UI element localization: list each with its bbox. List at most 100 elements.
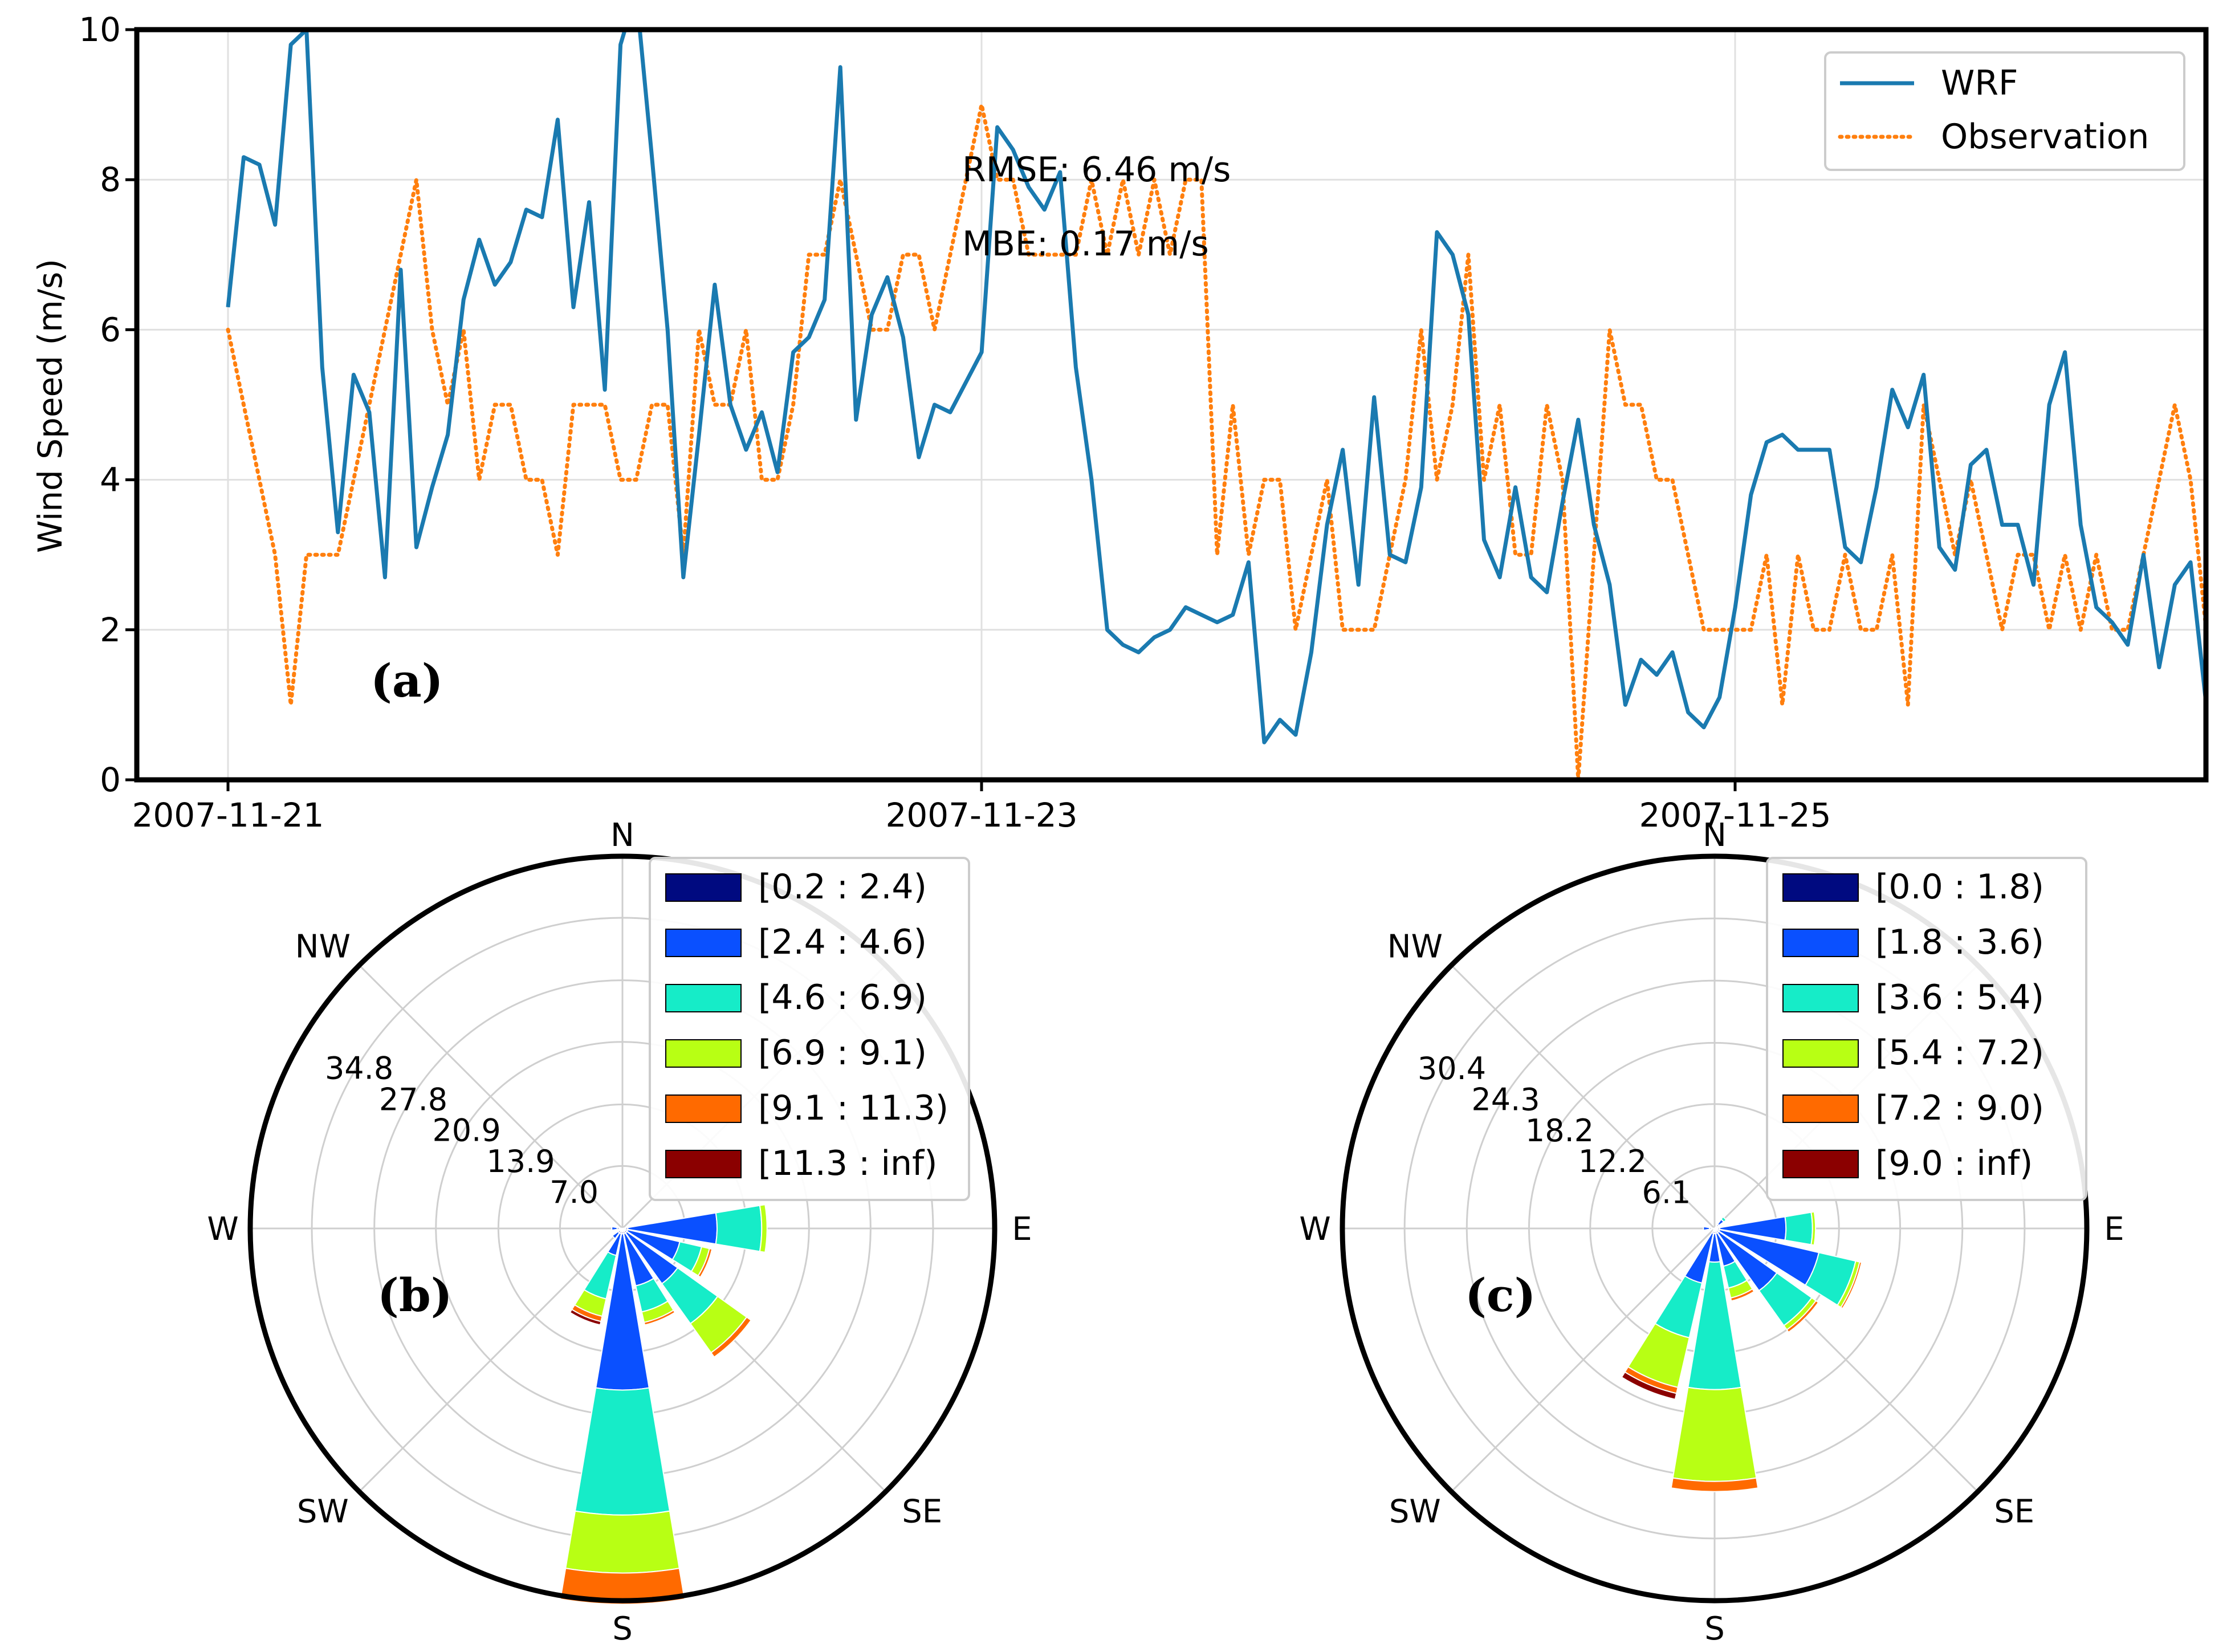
y-tick-label: 6	[100, 310, 121, 349]
legend-label: [1.8 : 3.6)	[1875, 922, 2044, 962]
windrose-bar-segment	[1670, 1477, 1759, 1492]
windrose-direction-nw: NW	[1387, 928, 1443, 965]
x-tick-label: 2007-11-23	[885, 796, 1077, 835]
y-tick-label: 0	[100, 760, 121, 799]
windrose-bar-segment	[569, 1308, 602, 1326]
line-chart-legend: WRF Observation	[1824, 51, 2185, 171]
windrose-bar-segment	[1729, 1288, 1755, 1302]
legend-label-observation: Observation	[1941, 117, 2149, 157]
windrose-direction-nw: NW	[295, 928, 351, 965]
legend-swatch	[1782, 1094, 1859, 1123]
windrose-ring-label: 24.3	[1471, 1082, 1540, 1118]
windrose-spoke	[1451, 965, 1716, 1230]
windrose-direction-n: N	[610, 817, 634, 854]
windrose-ring-label: 27.8	[379, 1081, 447, 1117]
windrose-bar-segment	[715, 1205, 763, 1252]
legend-swatch	[665, 1039, 742, 1068]
windrose-ring-label: 7.0	[549, 1174, 599, 1210]
windrose-b-ring-labels: 7.013.920.927.834.8	[325, 1051, 599, 1211]
windrose-spoke	[1451, 1227, 1716, 1492]
windrose-bar-segment	[643, 1309, 676, 1326]
series-line-wrf	[226, 30, 2206, 744]
windrose-direction-se: SE	[1994, 1494, 2034, 1531]
windrose-direction-e: E	[2104, 1211, 2124, 1248]
windrose-panel-c: 6.112.218.224.330.4 N NW W SW S SE E [0.0 : 1.…	[1299, 817, 2124, 1647]
windrose-spoke	[359, 1227, 624, 1492]
windrose-bar-segment	[1720, 1216, 1727, 1223]
windrose-bar-segment	[1840, 1261, 1863, 1309]
windrose-bar-segment	[1672, 1386, 1757, 1482]
legend-label: [4.6 : 6.9)	[758, 978, 927, 1018]
rmse-annotation: RMSE: 6.46 m/s	[962, 150, 1231, 190]
windrose-bar-segment	[1621, 1371, 1678, 1401]
windrose-bar-segment	[611, 1226, 618, 1231]
windrose-direction-w: W	[207, 1211, 238, 1248]
legend-swatch	[1782, 873, 1859, 902]
legend-swatch	[1782, 1039, 1859, 1068]
windrose-c-outline	[1340, 853, 2090, 1604]
line-chart-frame	[134, 27, 2209, 783]
windrose-ring-label: 34.8	[325, 1051, 393, 1087]
legend-swatch	[665, 984, 742, 1012]
mbe-annotation: MBE: 0.17 m/s	[962, 224, 1209, 264]
legend-label: [9.1 : 11.3)	[758, 1088, 948, 1128]
y-tick-label: 8	[100, 160, 121, 199]
line-chart-series	[226, 30, 2206, 780]
windrose-c-legend: [0.0 : 1.8) [1.8 : 3.6) [3.6 : 5.4) [5.4 : …	[1766, 857, 2087, 1201]
y-tick-labels: 0 2 4 6 8 10	[79, 10, 121, 799]
legend-label: [0.0 : 1.8)	[1875, 867, 2044, 907]
legend-swatch	[665, 1094, 742, 1123]
legend-label: [7.2 : 9.0)	[1875, 1088, 2044, 1128]
panel-label-a: (a)	[371, 654, 443, 707]
panel-label-b: (b)	[377, 1268, 453, 1322]
windrose-direction-w: W	[1299, 1211, 1330, 1248]
line-chart-panel: 0 2 4 6 8 10 2007-11-21 2007-11-23 2007-11-25 2 0…	[31, 10, 2209, 835]
x-tick-label: 2007-11-25	[1639, 796, 1831, 835]
legend-label: [9.0 : inf)	[1875, 1144, 2033, 1183]
windrose-bar-segment	[560, 1568, 685, 1605]
windrose-direction-s: S	[612, 1610, 633, 1647]
panel-label-c: (c)	[1465, 1268, 1536, 1322]
legend-label: [0.2 : 2.4)	[758, 867, 927, 907]
windrose-panel-b: 7.013.920.927.834.8 N NW W SW S SE E [0.2 : 2.…	[207, 817, 1032, 1647]
legend-swatch	[665, 873, 742, 902]
windrose-direction-sw: SW	[297, 1494, 349, 1531]
windrose-bar-segment	[595, 1233, 650, 1391]
windrose-c-direction-labels: N NW W SW S SE E	[1299, 817, 2124, 1647]
legend-swatch	[1782, 1150, 1859, 1178]
windrose-b-direction-labels: N NW W SW S SE E	[207, 817, 1032, 1647]
windrose-bar-segment	[1786, 1300, 1819, 1333]
legend-label-wrf: WRF	[1941, 63, 2018, 103]
windrose-ring-label: 13.9	[486, 1144, 555, 1179]
legend-label: [2.4 : 4.6)	[758, 922, 927, 962]
windrose-bar-segment	[616, 1227, 623, 1230]
y-tick-label: 10	[79, 10, 121, 49]
windrose-bar-segment	[574, 1387, 671, 1516]
legend-box	[1824, 51, 2185, 171]
legend-label: [3.6 : 5.4)	[1875, 978, 2044, 1018]
windrose-b-legend: [0.2 : 2.4) [2.4 : 4.6) [4.6 : 6.9) [6.9 : …	[649, 857, 970, 1201]
legend-swatch	[665, 1150, 742, 1178]
windrose-ring-label: 6.1	[1642, 1174, 1691, 1210]
y-axis-title: Wind Speed (m/s)	[31, 259, 70, 553]
legend-swatch	[665, 929, 742, 957]
x-tick-label: 2007-11-21	[132, 796, 324, 835]
legend-label: [5.4 : 7.2)	[1875, 1033, 2044, 1073]
windrose-b-bars	[560, 1203, 768, 1605]
windrose-bar-segment	[1703, 1226, 1711, 1231]
windrose-direction-se: SE	[902, 1494, 942, 1531]
windrose-c-ring-labels: 6.112.218.224.330.4	[1418, 1051, 1691, 1210]
windrose-bar-segment	[1709, 1227, 1715, 1230]
legend-label: [6.9 : 9.1)	[758, 1033, 927, 1073]
windrose-ring-label: 18.2	[1525, 1113, 1594, 1149]
windrose-ring-label: 30.4	[1418, 1051, 1486, 1087]
windrose-bar-segment	[710, 1316, 752, 1358]
windrose-ring-label: 12.2	[1578, 1144, 1647, 1179]
windrose-bar-segment	[611, 1231, 620, 1240]
legend-swatch	[1782, 929, 1859, 957]
series-line-observation	[226, 103, 2206, 780]
windrose-spoke	[359, 965, 624, 1230]
windrose-direction-sw: SW	[1389, 1494, 1441, 1531]
legend-swatch	[1782, 984, 1859, 1012]
